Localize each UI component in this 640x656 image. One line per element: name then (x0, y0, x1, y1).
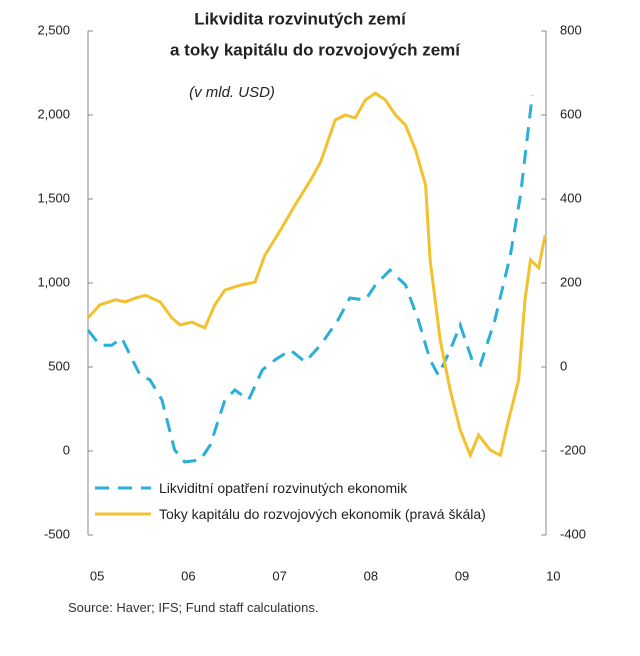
legend-item: Likviditní opatření rozvinutých ekonomik (95, 478, 515, 498)
y2-tick-label: -200 (560, 442, 586, 457)
y2-tick-label: 400 (560, 190, 582, 205)
y-tick-label: 1,000 (37, 274, 70, 289)
y2-tick-label: 800 (560, 22, 582, 37)
y2-tick-label: 200 (560, 274, 582, 289)
x-tick-label: 10 (546, 568, 560, 583)
y2-tick-label: 600 (560, 106, 582, 121)
y2-tick-label: -400 (560, 526, 586, 541)
series-line (86, 91, 547, 460)
legend: Likviditní opatření rozvinutých ekonomik… (95, 478, 515, 530)
legend-label: Likviditní opatření rozvinutých ekonomik (159, 480, 408, 496)
y-tick-label: 500 (48, 358, 70, 373)
y-tick-label: 1,500 (37, 190, 70, 205)
legend-item: Toky kapitálu do rozvojových ekonomik (p… (95, 504, 515, 524)
legend-swatch (95, 512, 151, 516)
legend-swatch (95, 486, 151, 490)
chart-title: a toky kapitálu do rozvojových zemí (170, 40, 461, 59)
chart-title: Likvidita rozvinutých zemí (194, 9, 407, 28)
chart-subtitle: (v mld. USD) (189, 84, 275, 101)
x-tick-label: 09 (455, 568, 469, 583)
source: Source: Haver; IFS; Fund staff calculati… (68, 600, 319, 615)
x-tick-label: 08 (364, 568, 378, 583)
y-tick-label: -500 (44, 526, 70, 541)
y-tick-label: 2,000 (37, 106, 70, 121)
y2-tick-label: 0 (560, 358, 567, 373)
x-tick-label: 07 (272, 568, 286, 583)
y-tick-label: 2,500 (37, 22, 70, 37)
legend-label: Toky kapitálu do rozvojových ekonomik (p… (159, 506, 486, 522)
x-tick-label: 06 (181, 568, 195, 583)
x-tick-label: 05 (90, 568, 104, 583)
series-line (86, 94, 534, 464)
y-tick-label: 0 (63, 442, 70, 457)
